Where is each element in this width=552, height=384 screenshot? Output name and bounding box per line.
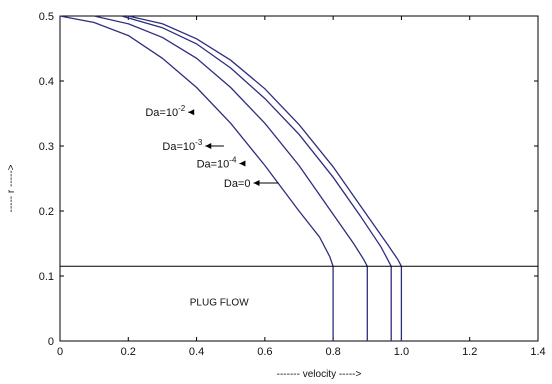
plot-frame-group: [59, 15, 539, 342]
plug-flow-label: PLUG FLOW: [190, 297, 249, 308]
x-tick-label: 0.4: [189, 346, 204, 358]
series-line-2: [93, 15, 368, 341]
y-axis-label: ----- r ----->: [6, 164, 17, 212]
y-tick-label: 0.5: [39, 11, 54, 23]
series-label-1: Da=10-2: [145, 104, 185, 119]
y-tick-label: 0.4: [39, 76, 54, 88]
arrowhead-1: [188, 109, 195, 116]
arrowhead-3: [239, 160, 246, 167]
series-line-4: [128, 15, 403, 341]
series-label-4: Da=0: [224, 178, 251, 190]
series-line-3: [121, 15, 392, 341]
plot-frame: [59, 15, 539, 342]
series-line-1: [59, 15, 334, 341]
annotation-group: Da=10-2 Da=10-3 Da=10-4 Da=0: [145, 104, 279, 190]
x-tick-label: 1.0: [394, 346, 409, 358]
tick-group: 0 0.2 0.4 0.6 0.8 1.0 1.2 1.4 0 0.1 0.2 0.3 0.4 0.5: [39, 11, 546, 358]
series-label-3: Da=10-4: [197, 156, 237, 171]
x-tick-label: 0.8: [325, 346, 340, 358]
arrowhead-2: [205, 143, 212, 149]
x-tick-label: 0.2: [121, 346, 136, 358]
x-tick-label: 1.4: [530, 346, 545, 358]
series-group: [59, 15, 403, 341]
arrowhead-4: [253, 180, 260, 187]
x-axis-label: ------- velocity ----->: [277, 369, 362, 380]
y-tick-label: 0.1: [39, 271, 54, 283]
x-tick-label: 0: [57, 346, 63, 358]
x-tick-label: 0.6: [257, 346, 272, 358]
series-label-2: Da=10-3: [162, 138, 202, 153]
y-tick-label: 0.3: [39, 141, 54, 153]
x-tick-label: 1.2: [462, 346, 477, 358]
y-tick-label: 0: [48, 336, 54, 348]
y-tick-label: 0.2: [39, 206, 54, 218]
